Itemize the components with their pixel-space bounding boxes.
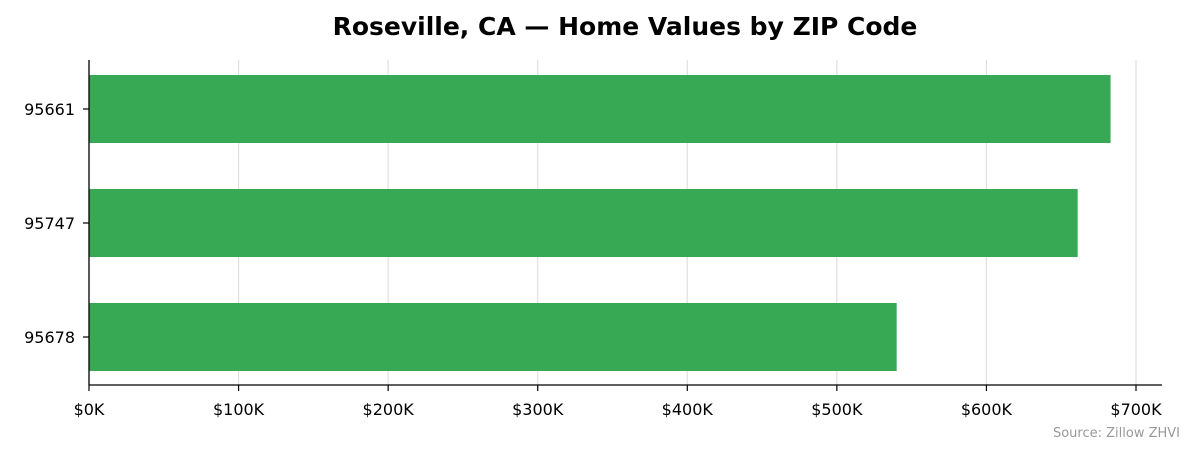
bar-95661: [89, 75, 1111, 143]
x-tick-label: $0K: [74, 400, 105, 419]
x-axis-ticks: $0K $100K $200K $300K $400K $500K $600K $700K: [74, 385, 1162, 419]
x-tick-label: $600K: [961, 400, 1013, 419]
y-tick-label: 95678: [24, 328, 75, 347]
bars: [89, 75, 1111, 371]
y-tick-label: 95661: [24, 100, 75, 119]
source-note: Source: Zillow ZHVI: [1053, 426, 1180, 441]
bar-95678: [89, 303, 897, 371]
x-tick-label: $400K: [662, 400, 714, 419]
chart-title: Roseville, CA — Home Values by ZIP Code: [333, 12, 918, 41]
y-tick-label: 95747: [24, 214, 75, 233]
x-tick-label: $300K: [512, 400, 564, 419]
x-tick-label: $700K: [1110, 400, 1162, 419]
bar-95747: [89, 189, 1078, 257]
x-tick-label: $100K: [213, 400, 265, 419]
x-tick-label: $500K: [811, 400, 863, 419]
y-axis-ticks: 95661 95747 95678: [24, 100, 89, 347]
x-tick-label: $200K: [363, 400, 415, 419]
